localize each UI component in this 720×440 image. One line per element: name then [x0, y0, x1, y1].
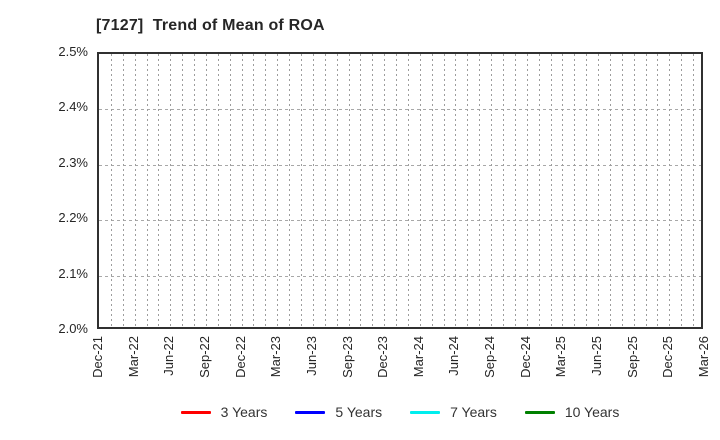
gridline-vertical: [336, 54, 338, 327]
gridline-vertical: [348, 54, 350, 327]
y-tick-label: 2.3%: [58, 154, 88, 170]
gridline-vertical: [146, 54, 148, 327]
gridline-vertical: [289, 54, 291, 327]
gridline-vertical: [205, 54, 207, 327]
gridline-vertical: [586, 54, 588, 327]
gridline-vertical: [312, 54, 314, 327]
gridline-vertical: [241, 54, 243, 327]
gridline-vertical: [467, 54, 469, 327]
x-tick-label: Jun-23: [303, 336, 319, 376]
gridline-horizontal: [99, 164, 701, 166]
gridline-vertical: [158, 54, 160, 327]
gridline-horizontal: [99, 109, 701, 111]
gridline-vertical: [360, 54, 362, 327]
gridline-vertical: [277, 54, 279, 327]
y-tick-label: 2.2%: [58, 210, 88, 226]
x-tick-label: Dec-23: [375, 336, 391, 378]
gridline-vertical: [621, 54, 623, 327]
gridline-vertical: [633, 54, 635, 327]
gridline-vertical: [372, 54, 374, 327]
gridline-vertical: [455, 54, 457, 327]
legend-item-3-years: 3 Years: [180, 404, 268, 420]
legend-item-label: 7 Years: [450, 404, 497, 420]
chart-title: [7127] Trend of Mean of ROA: [96, 17, 325, 34]
gridline-vertical: [514, 54, 516, 327]
legend-color-line: [295, 410, 326, 414]
gridline-vertical: [170, 54, 172, 327]
gridline-vertical: [396, 54, 398, 327]
gridline-vertical: [657, 54, 659, 327]
y-tick-label: 2.5%: [58, 44, 88, 59]
gridline-vertical: [110, 54, 112, 327]
legend-item-label: 5 Years: [335, 404, 383, 420]
gridline-vertical: [669, 54, 671, 327]
gridline-vertical: [574, 54, 576, 327]
gridline-vertical: [301, 54, 302, 327]
x-tick-label: Sep-22: [196, 336, 212, 378]
x-tick-label: Dec-24: [517, 336, 533, 378]
legend-item-label: 10 Years: [564, 404, 620, 420]
gridline-vertical: [526, 54, 528, 327]
gridline-vertical: [681, 54, 683, 327]
x-tick-label: Dec-21: [90, 336, 105, 378]
x-tick-label: Mar-24: [410, 336, 426, 378]
gridline-vertical: [645, 54, 647, 327]
gridline-vertical: [122, 54, 124, 327]
legend-color-line: [410, 410, 441, 414]
gridline-vertical: [407, 54, 409, 327]
gridline-vertical: [182, 54, 184, 327]
y-tick-label: 2.0%: [58, 321, 88, 336]
gridline-horizontal: [99, 275, 701, 277]
gridline-vertical: [134, 54, 136, 327]
legend-item-label: 3 Years: [220, 404, 268, 420]
gridline-vertical: [253, 54, 255, 327]
legend-item-5-years: 5 Years: [295, 404, 382, 420]
legend-color-line: [524, 410, 555, 414]
legend-item-7-years: 7 Years: [410, 404, 497, 420]
gridline-vertical: [609, 54, 611, 327]
gridline-vertical: [550, 54, 552, 327]
x-tick-label: Jun-25: [589, 336, 605, 376]
gridline-horizontal: [99, 220, 701, 222]
legend-item-10-years: 10 Years: [524, 404, 620, 420]
x-tick-label: Mar-23: [268, 336, 284, 378]
gridline-vertical: [443, 54, 445, 327]
gridline-vertical: [194, 54, 196, 327]
gridline-vertical: [693, 54, 695, 327]
gridline-vertical: [419, 54, 421, 327]
gridline-vertical: [217, 54, 219, 327]
x-tick-label: Mar-22: [125, 336, 141, 378]
x-tick-label: Mar-26: [696, 336, 711, 378]
x-tick-label: Sep-24: [482, 336, 498, 378]
y-tick-label: 2.1%: [58, 265, 88, 281]
x-tick-label: Jun-22: [161, 336, 177, 376]
x-tick-label: Jun-24: [446, 336, 462, 376]
legend-color-line: [180, 410, 211, 414]
y-tick-label: 2.4%: [58, 99, 88, 115]
gridline-vertical: [598, 54, 600, 327]
legend: 3 Years 5 Years 7 Years 10 Years: [97, 404, 703, 420]
x-tick-label: Sep-23: [339, 336, 355, 378]
gridline-vertical: [503, 54, 504, 327]
gridline-vertical: [562, 54, 564, 327]
x-tick-label: Dec-25: [660, 336, 676, 378]
gridline-vertical: [265, 54, 267, 327]
x-tick-label: Dec-22: [232, 336, 248, 378]
gridline-vertical: [491, 54, 493, 327]
gridline-vertical: [479, 54, 481, 327]
gridline-vertical: [324, 54, 326, 327]
plot-area: [97, 52, 703, 329]
gridline-vertical: [431, 54, 433, 327]
x-tick-label: Sep-25: [624, 336, 640, 378]
gridline-vertical: [384, 54, 386, 327]
gridline-vertical: [229, 54, 231, 327]
gridline-vertical: [538, 54, 540, 327]
x-tick-label: Mar-25: [553, 336, 569, 378]
